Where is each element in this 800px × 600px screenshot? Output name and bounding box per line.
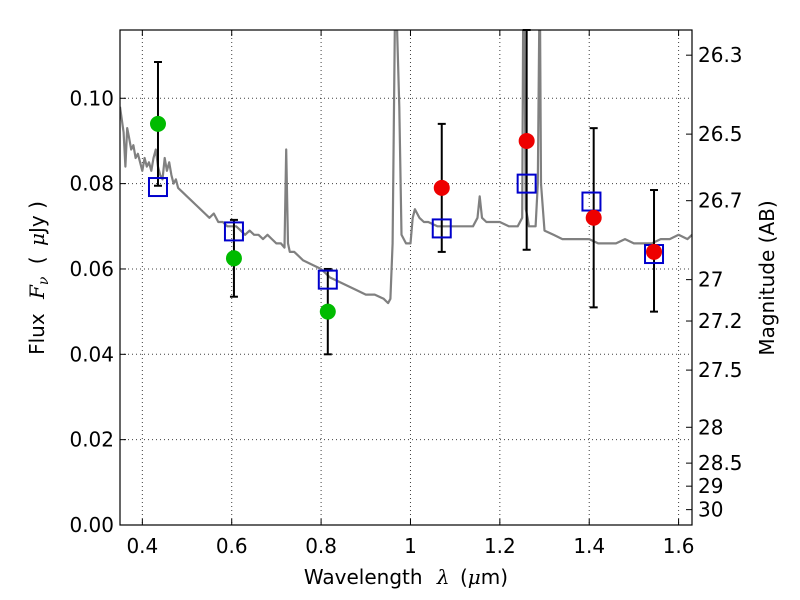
x-tick-label: 1 (404, 534, 417, 558)
x-axis-unit-open: ( (460, 565, 468, 589)
y2-tick-label: 26.7 (698, 189, 743, 213)
x-axis-title: Wavelength λ (μm) (304, 565, 508, 589)
x-axis-ticks: 0.4 0.6 0.8 1 1.2 1.4 1.6 (126, 30, 695, 558)
model-band-square (223, 221, 244, 242)
y2-tick-label: 30 (698, 498, 723, 522)
plot-frame (119, 29, 693, 526)
y2-tick-label: 26.5 (698, 122, 743, 146)
model-band-square (581, 191, 602, 212)
model-band-square (317, 269, 338, 290)
y-axis-title: Flux Fν ( μJy ) (25, 201, 53, 355)
y-axis-unit-rest: Jy ) (25, 201, 49, 235)
observed-point (149, 115, 166, 132)
observed-point (319, 303, 336, 320)
x-tick-label: 1.2 (484, 534, 516, 558)
y-axis-subscript: ν (36, 276, 52, 285)
observed-point (433, 179, 450, 196)
y-tick-label: 0.06 (69, 257, 114, 281)
x-tick-label: 0.6 (216, 534, 248, 558)
x-tick-label: 0.4 (126, 534, 158, 558)
y2-tick-label: 27 (698, 268, 723, 292)
y2-tick-label: 27.2 (698, 309, 743, 333)
spectrum-line (120, 30, 692, 305)
x-axis-unit-mu: μ (468, 565, 481, 589)
y-tick-label: 0.08 (69, 172, 114, 196)
observed-point (646, 243, 663, 260)
y2-axis-title: Magnitude (AB) (755, 200, 779, 355)
y-tick-label: 0.02 (69, 428, 114, 452)
model-band-markers (147, 173, 665, 290)
y-tick-label: 0.10 (69, 86, 114, 110)
x-axis-symbol: λ (436, 565, 450, 589)
model-band-square (516, 173, 537, 194)
x-tick-label: 0.8 (305, 534, 337, 558)
y-axis-ticks: 0.00 0.02 0.04 0.06 0.08 0.10 (69, 86, 126, 537)
x-axis-label: Wavelength (304, 565, 423, 589)
observed-markers (149, 115, 663, 320)
y2-tick-label: 29 (698, 474, 723, 498)
y-tick-label: 0.04 (69, 342, 114, 366)
observed-point (585, 209, 602, 226)
model-band-square (147, 177, 168, 198)
x-axis-unit-rest: m) (481, 565, 508, 589)
y-axis-unit-open: ( (25, 256, 49, 264)
y2-tick-label: 28.5 (698, 451, 743, 475)
y-axis-unit-mu: μ (25, 233, 49, 246)
observed-point (225, 250, 242, 267)
y-axis-label: Flux (25, 313, 49, 355)
x-tick-label: 1.4 (573, 534, 605, 558)
y-tick-label: 0.00 (69, 513, 114, 537)
model-band-square (431, 218, 452, 239)
grid (120, 30, 692, 525)
y-axis-symbol: F (25, 284, 49, 300)
y2-tick-label: 26.3 (698, 43, 743, 67)
x-tick-label: 1.6 (663, 534, 695, 558)
y2-tick-label: 27.5 (698, 358, 743, 382)
observed-point (518, 132, 535, 149)
y2-tick-label: 28 (698, 415, 723, 439)
model-spectrum (120, 30, 692, 305)
